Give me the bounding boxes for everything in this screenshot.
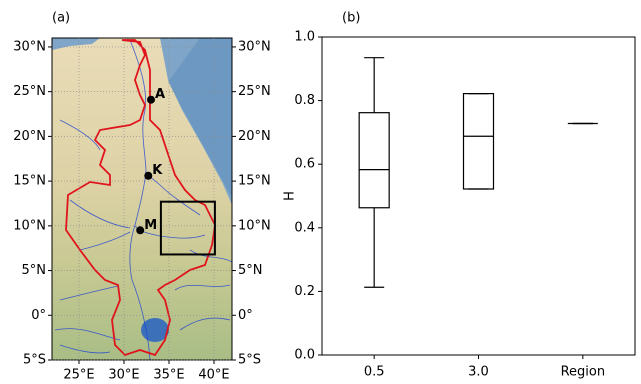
y-tick-label: 15°N <box>13 174 46 189</box>
y-tick-label: 0° <box>238 308 253 323</box>
y-tick-label: 15°N <box>238 174 271 189</box>
station-label: K <box>152 163 163 178</box>
station-point <box>144 172 152 180</box>
y-tick-label: 5°S <box>238 353 261 368</box>
x-tick-label: 25°E <box>63 368 94 383</box>
station-point <box>136 226 144 234</box>
y-axis-label: H <box>283 191 298 201</box>
y-tick-label: 5°S <box>23 353 46 368</box>
station-label: A <box>155 87 165 102</box>
y-tick-label: 5°N <box>22 263 47 278</box>
y-tick-label: 30°N <box>13 39 46 54</box>
y-tick-label: 5°N <box>238 263 263 278</box>
box <box>464 94 494 189</box>
station-point <box>147 96 155 104</box>
x-tick-label: 3.0 <box>468 365 489 380</box>
y-tick-label: 20°N <box>238 129 271 144</box>
x-tick-label: 30°E <box>108 368 139 383</box>
y-tick-label: 0.4 <box>294 220 315 235</box>
y-tick-label: 25°N <box>13 84 46 99</box>
panel-label: (b) <box>342 11 360 26</box>
x-tick-label: 35°E <box>153 368 184 383</box>
panel-label: (a) <box>52 11 70 26</box>
y-tick-label: 0.8 <box>294 93 315 108</box>
x-tick-label: 0.5 <box>364 365 385 380</box>
y-tick-label: 0.0 <box>294 348 315 363</box>
y-tick-label: 20°N <box>13 129 46 144</box>
plot-frame <box>322 37 635 355</box>
y-tick-label: 10°N <box>13 218 46 233</box>
y-tick-label: 1.0 <box>294 30 315 45</box>
figure: (a) (b) H 5°S 5°S 0° 0° 5°N 5°N 10°N 10°N 15°N 15… <box>0 0 641 384</box>
x-tick-label: Region <box>561 365 606 380</box>
y-tick-label: 30°N <box>238 39 271 54</box>
x-tick-label: 40°E <box>198 368 229 383</box>
y-tick-label: 25°N <box>238 84 271 99</box>
y-tick-label: 0° <box>31 308 46 323</box>
y-tick-label: 0.2 <box>294 284 315 299</box>
station-label: M <box>144 218 157 233</box>
y-tick-label: 10°N <box>238 218 271 233</box>
y-tick-label: 0.6 <box>294 157 315 172</box>
box <box>359 113 389 208</box>
